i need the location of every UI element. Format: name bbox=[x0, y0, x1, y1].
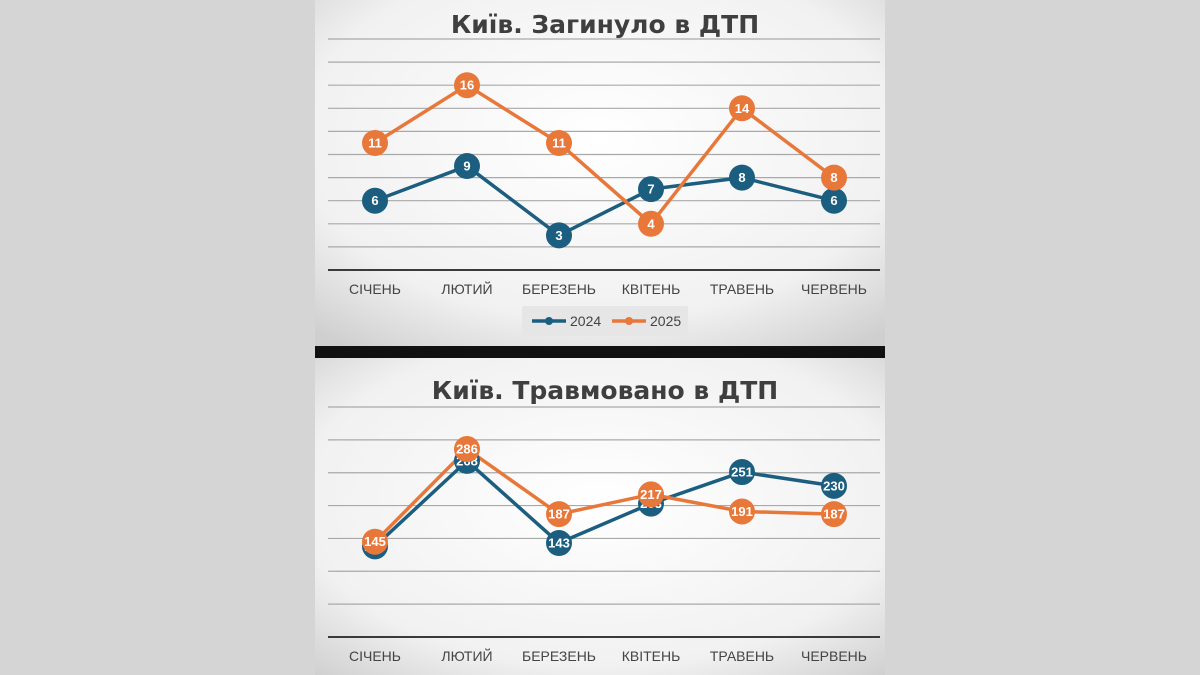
series-line-2025 bbox=[373, 447, 835, 543]
x-tick-label: ЧЕРВЕНЬ bbox=[801, 648, 867, 664]
x-tick-label: КВІТЕНЬ bbox=[622, 281, 681, 297]
data-label-2024: 143 bbox=[548, 536, 570, 551]
data-point-2025 bbox=[821, 501, 847, 528]
data-label-2025: 14 bbox=[735, 101, 750, 116]
chart-1-gridlines bbox=[328, 38, 880, 248]
data-point-2024 bbox=[638, 176, 664, 203]
data-point-2025 bbox=[362, 129, 388, 156]
data-point-2025 bbox=[821, 164, 847, 191]
legend-box bbox=[522, 306, 688, 336]
chart-2-background bbox=[315, 358, 885, 675]
data-label-2024: 8 bbox=[738, 170, 745, 185]
legend-marker-2024 bbox=[545, 317, 553, 325]
data-label-2024: 251 bbox=[731, 465, 753, 480]
data-point-2024 bbox=[729, 164, 755, 191]
legend-label-2025: 2025 bbox=[650, 313, 681, 329]
data-point-2024 bbox=[546, 222, 572, 249]
data-point-2024 bbox=[362, 187, 388, 214]
data-point-2024 bbox=[729, 459, 755, 486]
chart-panel-2: Київ. Травмовано в ДТП 13826814320325123… bbox=[315, 358, 885, 675]
data-point-2024 bbox=[454, 153, 480, 180]
x-tick-label: СІЧЕНЬ bbox=[349, 281, 401, 297]
legend-label-2024: 2024 bbox=[570, 313, 601, 329]
data-label-2025: 191 bbox=[731, 504, 753, 519]
data-label-2025: 217 bbox=[640, 487, 662, 502]
data-label-2025: 8 bbox=[830, 170, 837, 185]
data-point-2025 bbox=[546, 501, 572, 528]
data-label-2025: 286 bbox=[456, 442, 478, 457]
data-label-2025: 187 bbox=[823, 507, 845, 522]
legend-item-2024: 2024 bbox=[532, 313, 601, 329]
x-tick-label: БЕРЕЗЕНЬ bbox=[522, 281, 596, 297]
x-tick-label: ТРАВЕНЬ bbox=[710, 648, 774, 664]
data-label-2024: 6 bbox=[830, 193, 837, 208]
chart-1-legend: 2024 2025 bbox=[522, 306, 688, 336]
panel-divider bbox=[315, 346, 885, 358]
chart-1-background bbox=[315, 0, 885, 346]
data-point-2025 bbox=[638, 481, 664, 508]
data-label-2025: 11 bbox=[552, 135, 566, 150]
x-tick-label: ЛЮТИЙ bbox=[441, 647, 492, 664]
chart-panel-1: Київ. Загинуло в ДТП 6 9 3 7 8 6 11 16 11 4 14 8 СІ… bbox=[315, 0, 885, 346]
data-point-2025 bbox=[454, 436, 480, 463]
series-line-2025 bbox=[374, 83, 836, 226]
legend-item-2025: 2025 bbox=[612, 313, 681, 329]
chart-1-series: 6 9 3 7 8 6 11 16 11 4 14 8 bbox=[362, 72, 847, 249]
data-point-2024 bbox=[821, 472, 847, 499]
data-label-2025: 145 bbox=[364, 534, 386, 549]
chart-2-tick-labels: СІЧЕНЬ ЛЮТИЙ БЕРЕЗЕНЬ КВІТЕНЬ ТРАВЕНЬ ЧЕРВЕНЬ bbox=[349, 647, 867, 664]
chart-2-series: 138268143203251230145286187217191187 bbox=[362, 436, 847, 560]
chart-1-title: Київ. Загинуло в ДТП bbox=[451, 10, 759, 39]
x-tick-label: СІЧЕНЬ bbox=[349, 648, 401, 664]
x-tick-label: КВІТЕНЬ bbox=[622, 648, 681, 664]
x-tick-label: ЧЕРВЕНЬ bbox=[801, 281, 867, 297]
data-label-2024: 7 bbox=[647, 182, 654, 197]
data-label-2024: 6 bbox=[371, 193, 378, 208]
x-tick-label: БЕРЕЗЕНЬ bbox=[522, 648, 596, 664]
chart-2-title: Київ. Травмовано в ДТП bbox=[432, 376, 778, 405]
series-line-2024 bbox=[374, 164, 835, 238]
data-label-2025: 187 bbox=[548, 507, 570, 522]
data-point-2025 bbox=[546, 129, 572, 156]
data-point-2024 bbox=[821, 187, 847, 214]
data-point-2025 bbox=[729, 498, 755, 525]
data-point-2025 bbox=[729, 95, 755, 122]
x-tick-label: ЛЮТИЙ bbox=[441, 280, 492, 297]
data-label-2024: 230 bbox=[823, 478, 845, 493]
data-label-2025: 11 bbox=[368, 135, 382, 150]
data-point-2025 bbox=[454, 72, 480, 99]
data-point-2024 bbox=[546, 530, 572, 557]
data-label-2025: 16 bbox=[460, 78, 474, 93]
chart-1-tick-labels: СІЧЕНЬ ЛЮТИЙ БЕРЕЗЕНЬ КВІТЕНЬ ТРАВЕНЬ ЧЕРВЕНЬ bbox=[349, 280, 867, 297]
x-tick-label: ТРАВЕНЬ bbox=[710, 281, 774, 297]
data-label-2024: 3 bbox=[555, 228, 562, 243]
data-point-2025 bbox=[638, 210, 664, 237]
data-label-2024: 9 bbox=[463, 159, 470, 174]
data-point-2025 bbox=[362, 528, 388, 555]
legend-marker-2025 bbox=[625, 317, 633, 325]
series-line-2024 bbox=[373, 459, 835, 548]
data-label-2025: 4 bbox=[647, 216, 655, 231]
